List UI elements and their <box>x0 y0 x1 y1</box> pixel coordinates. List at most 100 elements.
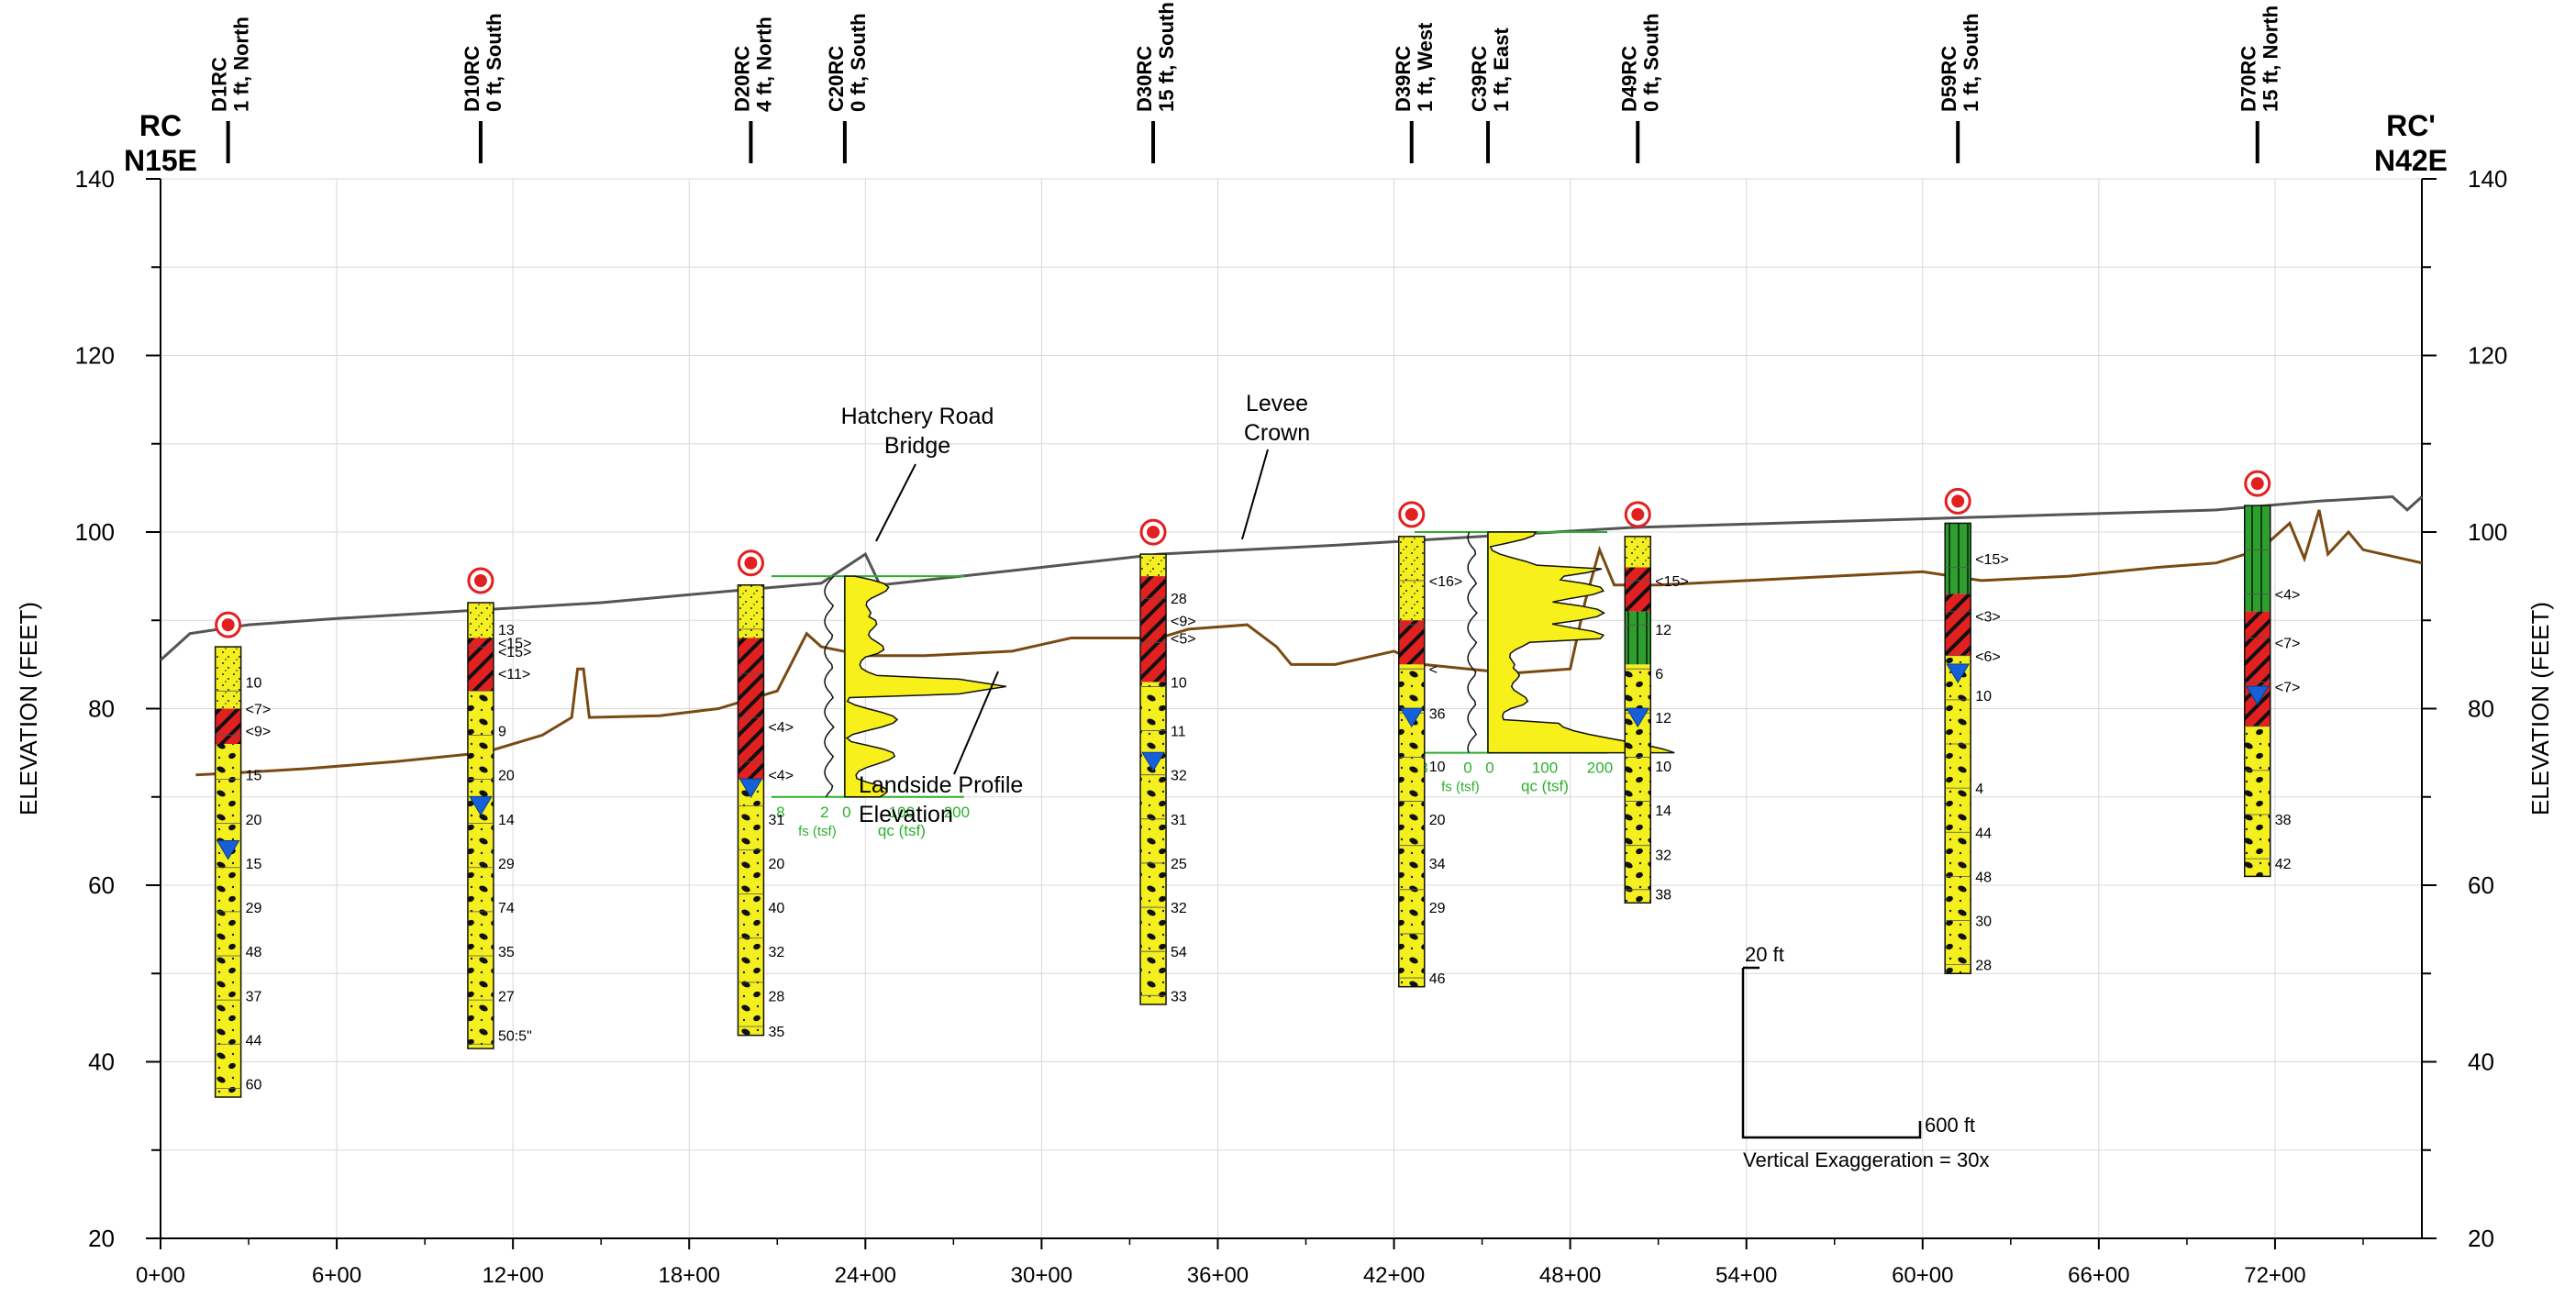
y-tick-label-right: 40 <box>2468 1048 2494 1076</box>
x-tick-label: 60+00 <box>1892 1263 1953 1288</box>
bridge-label: Hatchery Road <box>841 404 994 429</box>
boring-top-marker-dot <box>221 618 235 632</box>
y-tick-label-left: 140 <box>75 165 115 193</box>
boring-offset-label: 1 ft, North <box>230 17 253 112</box>
levee-leader <box>1241 449 1269 540</box>
x-tick-label: 0+00 <box>136 1263 185 1288</box>
blow-count-label: <3> <box>1975 609 2001 625</box>
section-end-label: RC' <box>2386 109 2436 142</box>
x-tick-label: 12+00 <box>482 1263 543 1288</box>
boring-offset-label: 0 ft, South <box>847 13 870 112</box>
blow-count-label: 20 <box>768 857 784 872</box>
blow-count-label: 60 <box>246 1078 262 1093</box>
y-axis-title-right: ELEVATION (FEET) <box>2526 602 2554 815</box>
scale-exaggeration-label: Vertical Exaggeration = 30x <box>1743 1148 1989 1171</box>
boring-top-marker-dot <box>1147 526 1160 539</box>
x-tick-label: 24+00 <box>835 1263 896 1288</box>
header-D1RC: D1RC 1 ft, North <box>208 17 253 163</box>
blow-count-label: 15 <box>246 769 262 784</box>
blow-count-label: 32 <box>768 945 784 960</box>
header-C39RC: C39RC 1 ft, East <box>1468 28 1513 163</box>
boring-layer-sand <box>738 584 764 638</box>
y-tick-label-left: 100 <box>75 518 115 546</box>
y-tick-label-left: 40 <box>88 1048 115 1076</box>
blow-count-label: <9> <box>1171 614 1196 629</box>
boring-header-labels: D1RC 1 ft, North D10RC 0 ft, South D20RC 4 ft… <box>208 2 2282 163</box>
boring-id-label: D70RC <box>2237 46 2260 112</box>
grid <box>160 178 2422 1239</box>
boring-layer-sand <box>467 603 494 638</box>
boring-offset-label: 15 ft, South <box>1155 2 1178 112</box>
boring-layer-silt <box>1945 523 1971 594</box>
blow-count-label: 35 <box>498 945 515 960</box>
blow-count-label: 29 <box>1429 901 1446 916</box>
cpt-tick-label: 200 <box>1587 760 1613 777</box>
boring-id-label: D10RC <box>461 46 483 112</box>
boring-layer-sand <box>1625 664 1651 904</box>
landside-label-line2: Elevation <box>859 802 953 827</box>
cpt-fs-trace <box>1467 531 1478 753</box>
blow-count-label: 12 <box>1655 623 1671 638</box>
blow-count-label: 10 <box>246 676 262 692</box>
water-table-icon <box>738 778 763 799</box>
section-end-bearing: N42E <box>2374 144 2448 177</box>
blow-count-label: <7> <box>246 703 272 718</box>
boring-outline <box>1139 553 1167 1005</box>
boring-offset-label: 1 ft, South <box>1960 13 1982 112</box>
blow-count-label: <9> <box>246 725 272 740</box>
cpt-tick-label: 100 <box>889 804 915 821</box>
cpt-fs-label: fs (tsf) <box>798 824 837 839</box>
boring-id-label: D20RC <box>730 46 753 112</box>
cpt-tick-label: 0 <box>1463 760 1471 777</box>
x-tick-label: 18+00 <box>659 1263 720 1288</box>
boring-layer-sand <box>215 647 241 709</box>
blow-count-label: 38 <box>1655 888 1671 904</box>
blow-count-label: 10 <box>1655 760 1671 775</box>
blow-count-label: 37 <box>246 989 262 1004</box>
blow-count-label: 38 <box>2275 813 2292 828</box>
boring-offset-label: 0 ft, South <box>1639 13 1662 112</box>
blow-count-label: <11> <box>498 667 530 682</box>
blow-count-label: 35 <box>768 1025 784 1040</box>
boring-D39RC: <16> <36 10 20 34 29 46 <box>1398 501 1462 988</box>
boring-D49RC: <15> 12 6 12 10 14 32 38 <box>1624 501 1689 904</box>
blow-count-label: 27 <box>498 989 515 1004</box>
y-tick-label-right: 60 <box>2468 871 2494 899</box>
blow-count-label: <7> <box>2275 680 2301 695</box>
cpt-tick-label: 8 <box>776 804 784 821</box>
blow-count-label: 28 <box>1171 592 1187 607</box>
cpt-tick-label: 200 <box>944 804 970 821</box>
y-tick-label-right: 20 <box>2468 1225 2494 1252</box>
water-table-icon <box>2245 685 2270 706</box>
boring-outline <box>2243 505 2271 878</box>
boring-layer-sand <box>2244 726 2271 877</box>
blow-count-label: <6> <box>1975 649 2001 665</box>
boring-offset-label: 15 ft, North <box>2260 6 2282 112</box>
boring-layer-clay <box>1140 576 1167 682</box>
blow-count-label: < <box>1429 662 1438 678</box>
water-table-icon <box>1141 751 1165 772</box>
header-D39RC: D39RC 1 ft, West <box>1392 22 1437 163</box>
boring-offset-label: 4 ft, North <box>752 17 775 112</box>
header-C20RC: C20RC 0 ft, South <box>825 13 870 163</box>
blow-count-label: <15> <box>498 636 531 651</box>
boring-layer-clay <box>467 638 494 692</box>
blow-count-label: <4> <box>2275 587 2301 603</box>
header-D70RC: D70RC 15 ft, North <box>2237 6 2282 163</box>
boring-outline <box>467 602 494 1049</box>
boring-layer-sand <box>1945 655 1971 974</box>
blow-count-label: 30 <box>1975 915 1992 930</box>
blow-count-label: 9 <box>498 725 506 740</box>
x-tick-label: 42+00 <box>1363 1263 1425 1288</box>
boring-top-marker-dot <box>1951 494 1965 508</box>
boring-layer-sand <box>467 691 494 1049</box>
y-tick-label-right: 140 <box>2468 165 2507 193</box>
scale-bar-lines <box>1741 968 1922 1139</box>
blow-count-label: <5> <box>1171 632 1196 648</box>
x-tick-label: 72+00 <box>2244 1263 2305 1288</box>
cpt-qc-trace <box>844 575 1007 798</box>
blow-count-label: 13 <box>498 623 515 638</box>
cpt-tick-label: 100 <box>1532 760 1558 777</box>
boring-layer-sand <box>1625 536 1651 568</box>
